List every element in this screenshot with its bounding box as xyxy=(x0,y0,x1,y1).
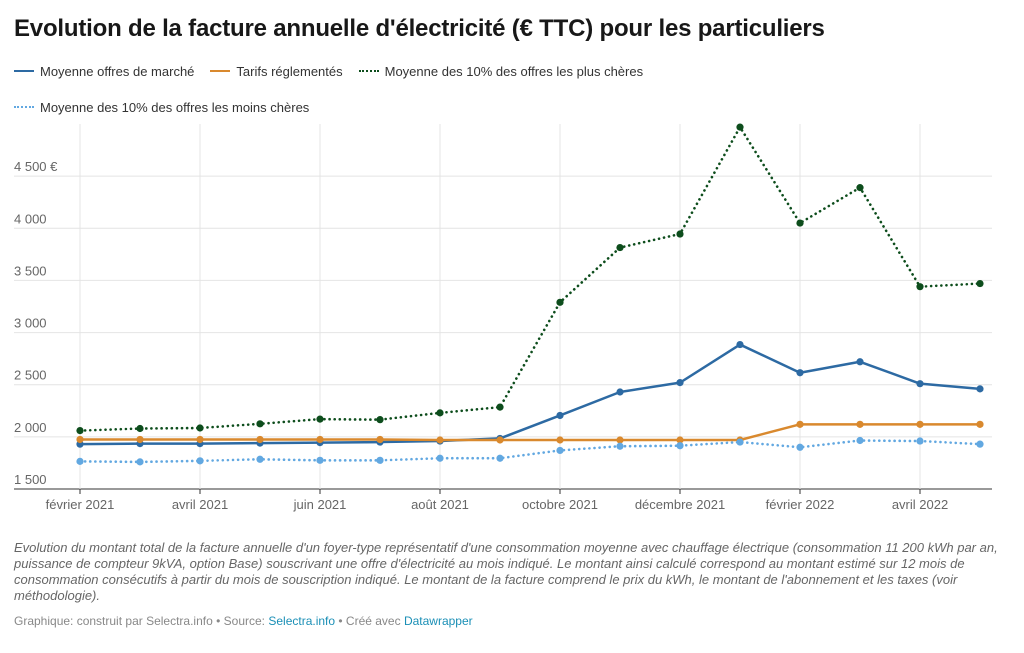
data-point xyxy=(436,436,444,444)
data-point xyxy=(616,436,624,444)
data-point xyxy=(436,409,444,417)
legend-swatch-most-expensive xyxy=(358,70,379,72)
data-point xyxy=(976,440,984,448)
x-tick-label: décembre 2021 xyxy=(635,497,725,512)
y-tick-label: 4 500 € xyxy=(14,159,58,174)
data-point xyxy=(736,123,744,131)
data-point xyxy=(316,415,324,423)
data-point xyxy=(736,340,744,349)
x-tick-label: avril 2022 xyxy=(892,497,948,512)
data-point xyxy=(316,456,324,464)
data-point xyxy=(556,298,564,306)
legend-label-least-expensive: Moyenne des 10% des offres les moins chè… xyxy=(40,99,310,115)
data-point xyxy=(796,443,804,451)
data-point xyxy=(556,436,564,444)
data-point xyxy=(376,435,384,444)
data-point xyxy=(976,385,984,393)
data-point xyxy=(856,358,864,366)
chart-caption: Evolution du montant total de la facture… xyxy=(14,540,998,603)
data-point xyxy=(676,436,684,444)
data-point xyxy=(376,416,384,424)
legend: Moyenne offres de marché Tarifs réglemen… xyxy=(14,61,1004,117)
data-point xyxy=(736,438,744,446)
data-point xyxy=(256,420,264,428)
legend-item-least-expensive: Moyenne des 10% des offres les moins chè… xyxy=(14,97,309,117)
data-point xyxy=(496,436,504,444)
data-point xyxy=(496,454,504,462)
legend-swatch-least-expensive xyxy=(14,106,34,108)
data-point xyxy=(136,458,144,466)
data-point xyxy=(76,435,84,444)
x-tick-label: avril 2021 xyxy=(172,497,228,512)
y-tick-label: 2 000 xyxy=(14,420,47,435)
datawrapper-link[interactable]: Datawrapper xyxy=(403,614,473,628)
data-point xyxy=(856,436,864,445)
data-point xyxy=(196,457,204,465)
credits-prefix: Graphique: construit par Selectra.info •… xyxy=(14,614,269,628)
data-point xyxy=(76,457,84,465)
x-tick-label: février 2021 xyxy=(46,497,115,512)
data-point xyxy=(916,420,924,428)
data-point xyxy=(856,184,864,192)
data-point xyxy=(556,446,564,455)
data-point xyxy=(76,427,84,435)
data-point xyxy=(616,243,624,252)
x-tick-label: octobre 2021 xyxy=(522,497,598,512)
data-point xyxy=(676,442,684,450)
data-point xyxy=(976,279,984,288)
legend-swatch-market-average xyxy=(14,70,34,72)
y-tick-label: 3 000 xyxy=(14,316,47,331)
series-line-1 xyxy=(78,343,982,446)
data-point xyxy=(616,442,624,450)
data-point xyxy=(256,455,264,463)
legend-swatch-regulated-tariffs xyxy=(210,70,231,72)
data-point xyxy=(376,456,384,464)
x-tick-label: juin 2021 xyxy=(293,497,347,512)
data-point xyxy=(796,369,804,377)
data-point xyxy=(196,435,204,444)
line-chart: 1 500 2 000 2 500 3 000 3 500 4 000 4 500 € fév… xyxy=(14,123,992,512)
y-tick-label: 2 500 xyxy=(14,368,47,383)
data-point xyxy=(676,379,684,387)
legend-item-most-expensive: Moyenne des 10% des offres les plus chèr… xyxy=(358,61,644,81)
data-point xyxy=(136,435,144,444)
data-point xyxy=(136,424,144,433)
x-tick-label: février 2022 xyxy=(766,497,835,512)
data-point xyxy=(496,403,504,411)
legend-label-most-expensive: Moyenne des 10% des offres les plus chèr… xyxy=(384,63,644,79)
data-point xyxy=(796,219,804,227)
data-point xyxy=(916,437,924,445)
data-point xyxy=(436,454,444,462)
legend-label-market-average: Moyenne offres de marché xyxy=(40,63,195,79)
y-tick-label: 1 500 xyxy=(14,472,47,487)
series-line-2 xyxy=(78,423,982,442)
source-link[interactable]: Selectra.info xyxy=(268,614,336,628)
data-point xyxy=(196,424,204,432)
data-point xyxy=(256,435,264,444)
legend-item-market-average: Moyenne offres de marché xyxy=(14,61,194,81)
credits-middle: • Créé avec xyxy=(335,614,404,628)
chart-title: Evolution de la facture annuelle d'élect… xyxy=(14,15,825,42)
data-point xyxy=(916,283,924,291)
legend-label-regulated-tariffs: Tarifs réglementés xyxy=(236,63,343,79)
y-tick-label: 4 000 xyxy=(14,211,47,226)
data-point xyxy=(976,420,984,428)
data-point xyxy=(616,388,624,396)
data-point xyxy=(676,230,684,238)
data-point xyxy=(556,411,564,420)
x-tick-label: août 2021 xyxy=(411,497,469,512)
data-point xyxy=(796,420,804,428)
data-point xyxy=(916,380,924,388)
data-point xyxy=(856,420,864,428)
y-tick-label: 3 500 xyxy=(14,263,47,278)
chart-credits: Graphique: construit par Selectra.info •… xyxy=(14,614,473,628)
legend-item-regulated-tariffs: Tarifs réglementés xyxy=(210,61,343,81)
data-point xyxy=(316,435,324,444)
